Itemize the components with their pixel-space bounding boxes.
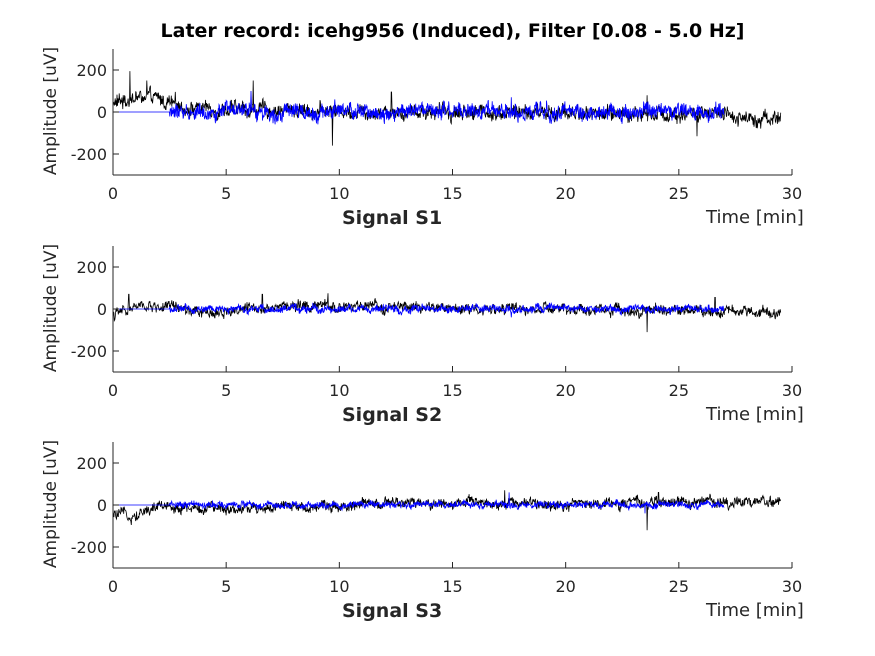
x-tick-label-s2-30: 30 xyxy=(782,381,802,400)
x-tick-label-s3-5: 5 xyxy=(221,577,231,596)
figure-title: Later record: icehg956 (Induced), Filter… xyxy=(160,20,745,42)
x-tick-label-s2-20: 20 xyxy=(555,381,575,400)
x-tick-label-s2-15: 15 xyxy=(442,381,462,400)
y-tick-label-s3-200: 200 xyxy=(76,454,107,473)
y-tick-label-s2-200: 200 xyxy=(76,258,107,277)
y-tick-label-s3-0: 0 xyxy=(97,496,107,515)
subplot-title-s2: Signal S2 xyxy=(342,404,443,426)
x-axis-label-s1: Time [min] xyxy=(706,207,804,228)
x-tick-label-s2-0: 0 xyxy=(108,381,118,400)
y-tick-label-s3--200: -200 xyxy=(71,538,107,557)
series-filtered-line-s1 xyxy=(113,90,725,125)
x-tick-label-s1-10: 10 xyxy=(329,184,349,203)
y-tick-label-s2-0: 0 xyxy=(97,300,107,319)
x-tick-label-s3-10: 10 xyxy=(329,577,349,596)
x-tick-label-s1-30: 30 xyxy=(782,184,802,203)
series-raw-line-s3 xyxy=(113,490,782,531)
x-tick-label-s3-25: 25 xyxy=(669,577,689,596)
x-tick-label-s2-5: 5 xyxy=(221,381,231,400)
x-tick-label-s3-30: 30 xyxy=(782,577,802,596)
x-tick-label-s2-25: 25 xyxy=(669,381,689,400)
y-tick-label-s1-200: 200 xyxy=(76,61,107,80)
x-axis-label-s2: Time [min] xyxy=(706,404,804,425)
y-tick-label-s1--200: -200 xyxy=(71,145,107,164)
x-tick-label-s3-20: 20 xyxy=(555,577,575,596)
y-axis-label-s3: Amplitude [uV] xyxy=(41,439,61,569)
x-tick-label-s1-25: 25 xyxy=(669,184,689,203)
x-tick-label-s1-0: 0 xyxy=(108,184,118,203)
x-tick-label-s3-0: 0 xyxy=(108,577,118,596)
series-filtered-line-s3 xyxy=(113,492,725,514)
x-tick-label-s2-10: 10 xyxy=(329,381,349,400)
x-tick-label-s1-5: 5 xyxy=(221,184,231,203)
series-filtered-line-s2 xyxy=(113,302,725,318)
y-tick-label-s2--200: -200 xyxy=(71,342,107,361)
x-axis-label-s3: Time [min] xyxy=(706,600,804,621)
subplot-title-s1: Signal S1 xyxy=(342,207,443,229)
x-tick-label-s3-15: 15 xyxy=(442,577,462,596)
x-tick-label-s1-15: 15 xyxy=(442,184,462,203)
subplot-title-s3: Signal S3 xyxy=(342,600,443,622)
x-tick-label-s1-20: 20 xyxy=(555,184,575,203)
y-tick-label-s1-0: 0 xyxy=(97,103,107,122)
